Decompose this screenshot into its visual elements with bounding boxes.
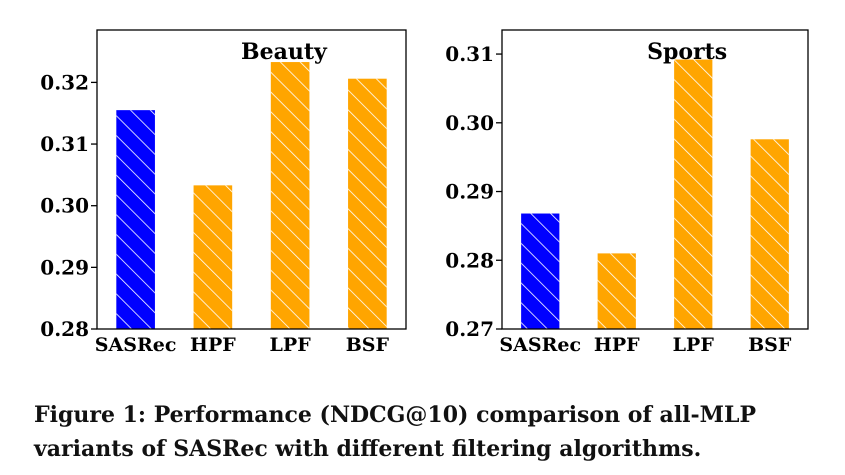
x-tick-label: HPF [190, 334, 236, 356]
bar-bsf [348, 78, 387, 329]
y-tick-label: 0.31 [40, 132, 89, 156]
chart-title: Beauty [241, 39, 328, 65]
y-tick-label: 0.32 [40, 70, 89, 94]
bar-hatch [674, 59, 713, 329]
x-tick-label: SASRec [499, 334, 581, 356]
sports-chart-panel: SASRec HPF LPF BSF 0.27 0.28 0.29 0.30 0.31 Sport… [445, 29, 809, 356]
y-tick-label: 0.30 [445, 111, 494, 135]
chart-title: Sports [647, 39, 727, 65]
y-tick-label: 0.27 [445, 317, 494, 341]
y-tick-label: 0.29 [40, 255, 89, 279]
y-tick-label: 0.28 [445, 248, 494, 272]
plot-frame [501, 29, 809, 330]
bar-sasrec [116, 110, 155, 329]
x-tick-label: SASRec [95, 334, 177, 356]
bar-hatch [270, 62, 310, 329]
bar-lpf [674, 59, 713, 329]
bar-hatch [597, 253, 636, 329]
y-tick-label: 0.31 [445, 42, 494, 66]
bar-hpf [193, 185, 233, 329]
x-tick-label: LPF [673, 334, 715, 356]
figure-caption: Figure 1: Performance (NDCG@10) comparis… [34, 402, 757, 462]
x-tick-label: BSF [346, 334, 390, 356]
beauty-chart-panel: SASRec HPF LPF BSF 0.28 0.29 0.30 0.31 0.32 Beaut… [40, 29, 407, 356]
plot-frame [96, 29, 407, 330]
x-tick-label: BSF [748, 334, 792, 356]
bar-hatch [750, 139, 789, 329]
bar-hpf [597, 253, 636, 329]
bar-hatch [116, 110, 155, 329]
y-tick-label: 0.28 [40, 317, 89, 341]
bar-sasrec [521, 213, 560, 329]
x-tick-label: HPF [594, 334, 640, 356]
bar-lpf [270, 62, 310, 329]
bar-hatch [348, 78, 387, 329]
y-tick-label: 0.29 [445, 180, 494, 204]
bar-hatch [193, 185, 233, 329]
bar-hatch [521, 213, 560, 329]
y-tick-label: 0.30 [40, 194, 89, 218]
bar-bsf [750, 139, 789, 329]
x-tick-label: LPF [270, 334, 312, 356]
